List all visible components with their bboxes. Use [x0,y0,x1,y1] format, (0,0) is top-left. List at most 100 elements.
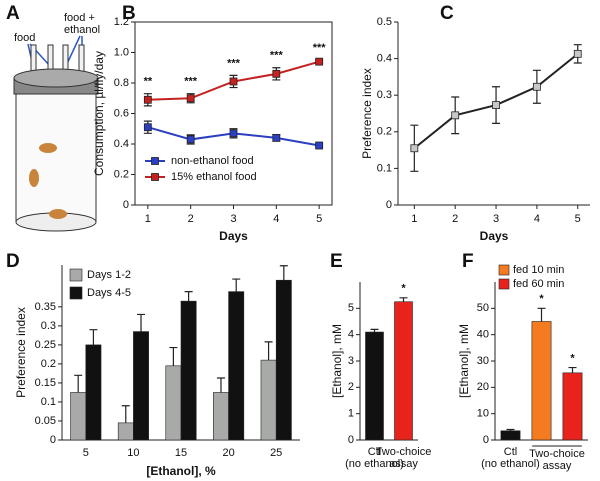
x-tick-label: Two-choice [376,446,432,458]
x-tick-label: 5 [83,447,89,459]
y-tick-label: 0.1 [377,162,392,174]
x-tick-label: 5 [575,213,581,225]
x-tick-label: 25 [270,447,282,459]
y-tick-label: 10 [477,408,489,420]
bar [133,331,149,441]
vial [15,91,97,223]
marker [186,135,195,144]
legend-label: fed 60 min [513,278,564,290]
bar [165,365,182,441]
bar [562,372,583,441]
legend-label: Days 1-2 [87,269,131,281]
bar [180,300,197,441]
y-tick-label: 0.2 [114,168,129,180]
marker [143,123,152,132]
error-bar [121,405,130,423]
y-tick-label: 0.2 [41,358,56,370]
panel-letter: A [6,3,20,24]
error-bar [74,374,83,393]
y-tick-label: 5 [348,302,354,314]
panel-letter: F [462,251,474,272]
bar [85,344,102,441]
significance: ** [144,76,153,88]
significance: * [570,352,575,364]
y-tick-label: 0.05 [35,415,56,427]
marker [451,111,460,120]
y-tick-label: 30 [477,355,489,367]
x-tick-label: 4 [273,213,279,225]
marker [272,69,281,78]
bar [500,430,521,441]
error-bar [279,265,288,281]
y-tick-label: 1.0 [114,46,129,58]
error-bar [264,341,273,361]
y-tick-label: 0.4 [114,138,129,150]
bar [70,392,87,441]
error-bar [184,291,193,302]
error-bar [216,377,225,393]
y-axis-label: Preference index [360,68,374,159]
x-tick-label: 10 [127,447,139,459]
mix-label: food + [64,12,95,24]
y-tick-label: 0.3 [377,89,392,101]
bar [228,291,245,441]
y-tick-label: 0.2 [377,126,392,138]
marker [229,77,238,86]
x-tick-label: 3 [230,213,236,225]
vial-cap-top [13,68,99,88]
error-bar [506,428,515,431]
y-tick-label: 50 [477,302,489,314]
error-bar [370,328,379,333]
legend-label: Days 4-5 [87,287,131,299]
significance: * [539,293,544,305]
group-label: assay [543,460,572,472]
significance: *** [313,42,327,54]
y-axis-label: [Ethanol], mM [330,324,344,398]
group-label: Two-choice [529,448,585,460]
x-tick-label: 20 [222,447,234,459]
y-tick-label: 0.4 [377,53,392,65]
x-tick-label: 2 [452,213,458,225]
x-tick-label: 15 [175,447,187,459]
fly [39,143,57,153]
illustration: A food food + ethanol [6,3,100,232]
legend-swatch [69,286,83,300]
bar [213,392,229,441]
significance: *** [184,76,198,88]
y-tick-label: 0 [348,434,354,446]
marker [410,144,419,153]
x-axis-label: [Ethanol], % [146,464,216,478]
y-tick-label: 3 [348,355,354,367]
y-tick-label: 0 [483,434,489,446]
marker [573,49,582,58]
marker [186,94,195,103]
marker [315,141,324,150]
x-tick-label: assay [389,458,418,470]
legend-swatch [498,278,510,290]
x-axis-label: Days [480,229,509,243]
y-tick-label: 0 [386,199,392,211]
y-tick-label: 0.6 [114,107,129,119]
x-tick-label: (no ethanol) [345,458,404,470]
y-tick-label: 1.2 [114,16,129,28]
x-tick-label: 2 [188,213,194,225]
error-bar [232,278,241,292]
y-axis-label: [Ethanol], mM [457,324,471,398]
error-bar [568,366,577,373]
error-bar [537,307,546,322]
legend-marker [151,157,159,165]
marker [272,133,281,142]
legend-label: 15% ethanol food [171,171,257,183]
marker [492,101,500,109]
y-tick-label: 2 [348,381,354,393]
error-bar [89,329,98,345]
marker [229,129,238,138]
x-tick-label: Ctl [368,446,381,458]
legend-label: non-ethanol food [171,155,254,167]
mix-label: ethanol [64,24,100,36]
x-tick-label: 3 [493,213,499,225]
marker [315,57,324,66]
legend-label: fed 10 min [513,264,564,276]
y-tick-label: 0.3 [41,320,56,332]
significance: *** [227,57,241,69]
